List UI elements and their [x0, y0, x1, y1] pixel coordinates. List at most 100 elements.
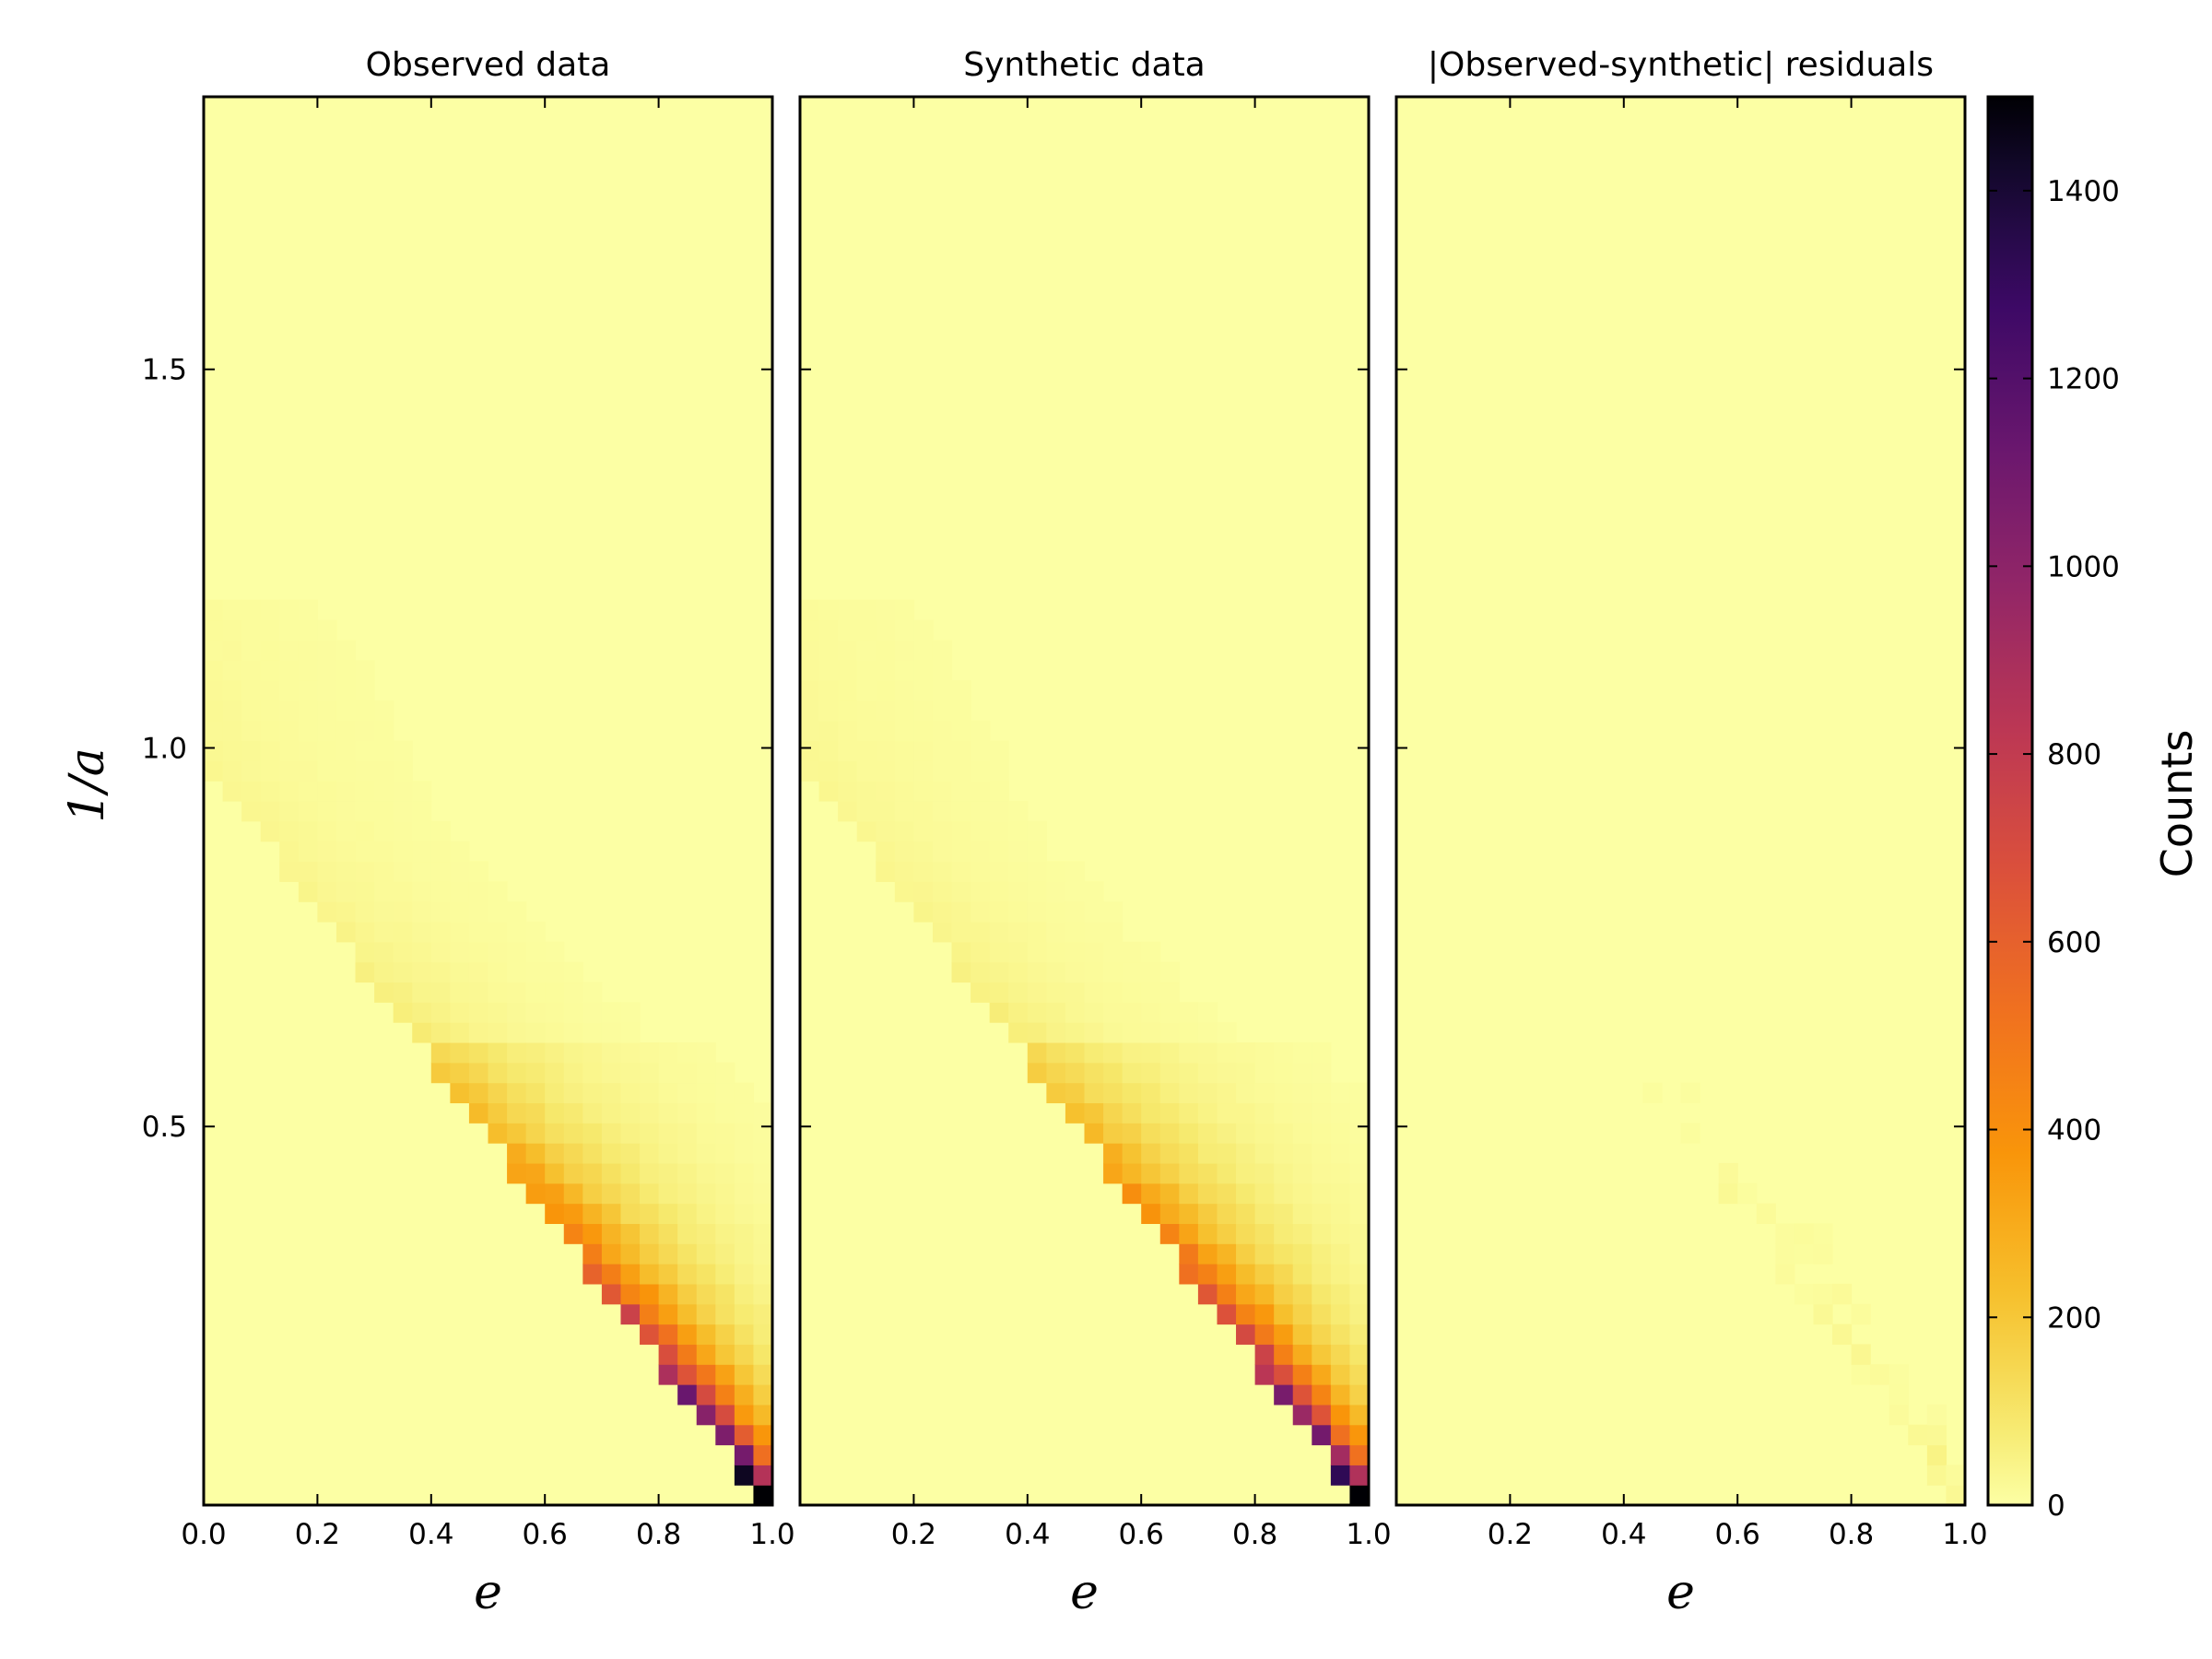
heatmap-cell — [1065, 921, 1086, 943]
heatmap-cell — [1349, 1324, 1370, 1345]
heatmap-cell — [894, 760, 914, 782]
heatmap-cell — [374, 820, 394, 842]
heatmap-cell — [838, 619, 858, 641]
heatmap-cell — [818, 700, 839, 722]
heatmap-cell — [818, 660, 839, 681]
heatmap-cell — [715, 1243, 735, 1265]
heatmap-cell — [876, 801, 896, 822]
heatmap-cell — [894, 619, 914, 641]
heatmap-cell — [317, 781, 337, 802]
heatmap-cell — [1254, 1123, 1275, 1144]
heatmap-cell — [335, 640, 357, 661]
heatmap-cell — [1254, 1062, 1275, 1084]
heatmap-cell — [563, 1002, 583, 1023]
heatmap-cell — [525, 1022, 546, 1043]
heatmap-cell — [1349, 1303, 1370, 1325]
heatmap-cell — [241, 619, 262, 641]
heatmap-cell — [1349, 1485, 1370, 1506]
colorbar-gradient — [1988, 97, 2032, 1505]
heatmap-cell — [696, 1264, 716, 1285]
heatmap-cell — [971, 801, 991, 822]
heatmap-cell — [1084, 1002, 1104, 1023]
heatmap-cell — [1027, 820, 1047, 842]
heatmap-cell — [1254, 1223, 1275, 1244]
heatmap-cell — [582, 1223, 603, 1244]
heatmap-cell — [677, 1123, 698, 1144]
heatmap-cell — [1312, 1424, 1332, 1446]
heatmap-cell — [563, 1143, 583, 1164]
heatmap-cell — [1027, 901, 1047, 923]
heatmap-cell — [1197, 1264, 1218, 1285]
heatmap-cell — [932, 720, 953, 742]
heatmap-cell — [894, 700, 914, 722]
heatmap-cell — [450, 941, 470, 963]
heatmap-cell — [971, 861, 991, 882]
heatmap-cell — [677, 1203, 698, 1224]
heatmap-cell — [298, 801, 318, 822]
heatmap-cell — [1179, 1082, 1199, 1104]
heatmap-cell — [658, 1062, 678, 1084]
heatmap-cell — [563, 1123, 583, 1144]
heatmap-cell — [335, 781, 357, 802]
heatmap-cell — [876, 861, 896, 882]
heatmap-cell — [1217, 1264, 1237, 1285]
heatmap-cell — [971, 941, 991, 963]
heatmap-cell — [412, 982, 432, 1003]
heatmap-cell — [1870, 1364, 1890, 1385]
heatmap-cell — [374, 700, 394, 722]
heatmap-cell — [430, 861, 451, 882]
heatmap-cell — [412, 861, 432, 882]
heatmap-cell — [1642, 1082, 1663, 1104]
heatmap-cell — [1103, 961, 1124, 983]
heatmap-cell — [715, 1182, 735, 1205]
heatmap-cell — [601, 1283, 622, 1305]
heatmap-cell — [335, 841, 357, 863]
heatmap-cell — [1046, 881, 1066, 902]
heatmap-cell — [335, 760, 357, 782]
heatmap-cell — [317, 861, 337, 882]
heatmap-cell — [971, 961, 991, 983]
heatmap-cell — [204, 700, 224, 722]
heatmap-cell — [715, 1162, 735, 1184]
heatmap-cell — [640, 1283, 660, 1305]
heatmap-cell — [1179, 1162, 1199, 1184]
heatmap-cell — [355, 720, 375, 742]
heatmap-cell — [876, 740, 896, 761]
heatmap-cell — [734, 1162, 755, 1184]
heatmap-cell — [488, 1102, 508, 1124]
colorbar-tick-label: 1400 — [2047, 175, 2120, 208]
heatmap-cell — [1349, 1182, 1370, 1205]
heatmap-cell — [563, 1041, 583, 1064]
heatmap-cell — [1008, 901, 1029, 923]
heatmap-cell — [260, 760, 280, 782]
heatmap-cell — [876, 720, 896, 742]
heatmap-cell — [734, 1203, 755, 1224]
heatmap-cell — [932, 881, 953, 902]
heatmap-cell — [1718, 1182, 1738, 1205]
heatmap-cell — [1027, 961, 1047, 983]
heatmap-cell — [1775, 1223, 1795, 1244]
heatmap-cell — [913, 841, 934, 863]
heatmap-cell — [894, 781, 914, 802]
heatmap-cell — [753, 1424, 773, 1446]
heatmap-cell — [601, 1002, 622, 1023]
heatmap-cell — [1103, 921, 1124, 943]
heatmap-cell — [1794, 1223, 1815, 1244]
heatmap-cell — [582, 1203, 603, 1224]
heatmap-cell — [640, 1041, 660, 1064]
heatmap-cell — [913, 680, 934, 701]
heatmap-cell — [1103, 901, 1124, 923]
heatmap-cell — [696, 1041, 716, 1064]
heatmap-cell — [430, 941, 451, 963]
heatmap-cell — [317, 820, 337, 842]
heatmap-cell — [1926, 1444, 1947, 1465]
heatmap-cell — [563, 1062, 583, 1084]
heatmap-cell — [913, 640, 934, 661]
heatmap-cell — [298, 619, 318, 641]
heatmap-cell — [601, 1162, 622, 1184]
heatmap-cell — [298, 720, 318, 742]
heatmap-cell — [932, 660, 953, 681]
heatmap-cell — [734, 1102, 755, 1124]
heatmap-cell — [430, 961, 451, 983]
